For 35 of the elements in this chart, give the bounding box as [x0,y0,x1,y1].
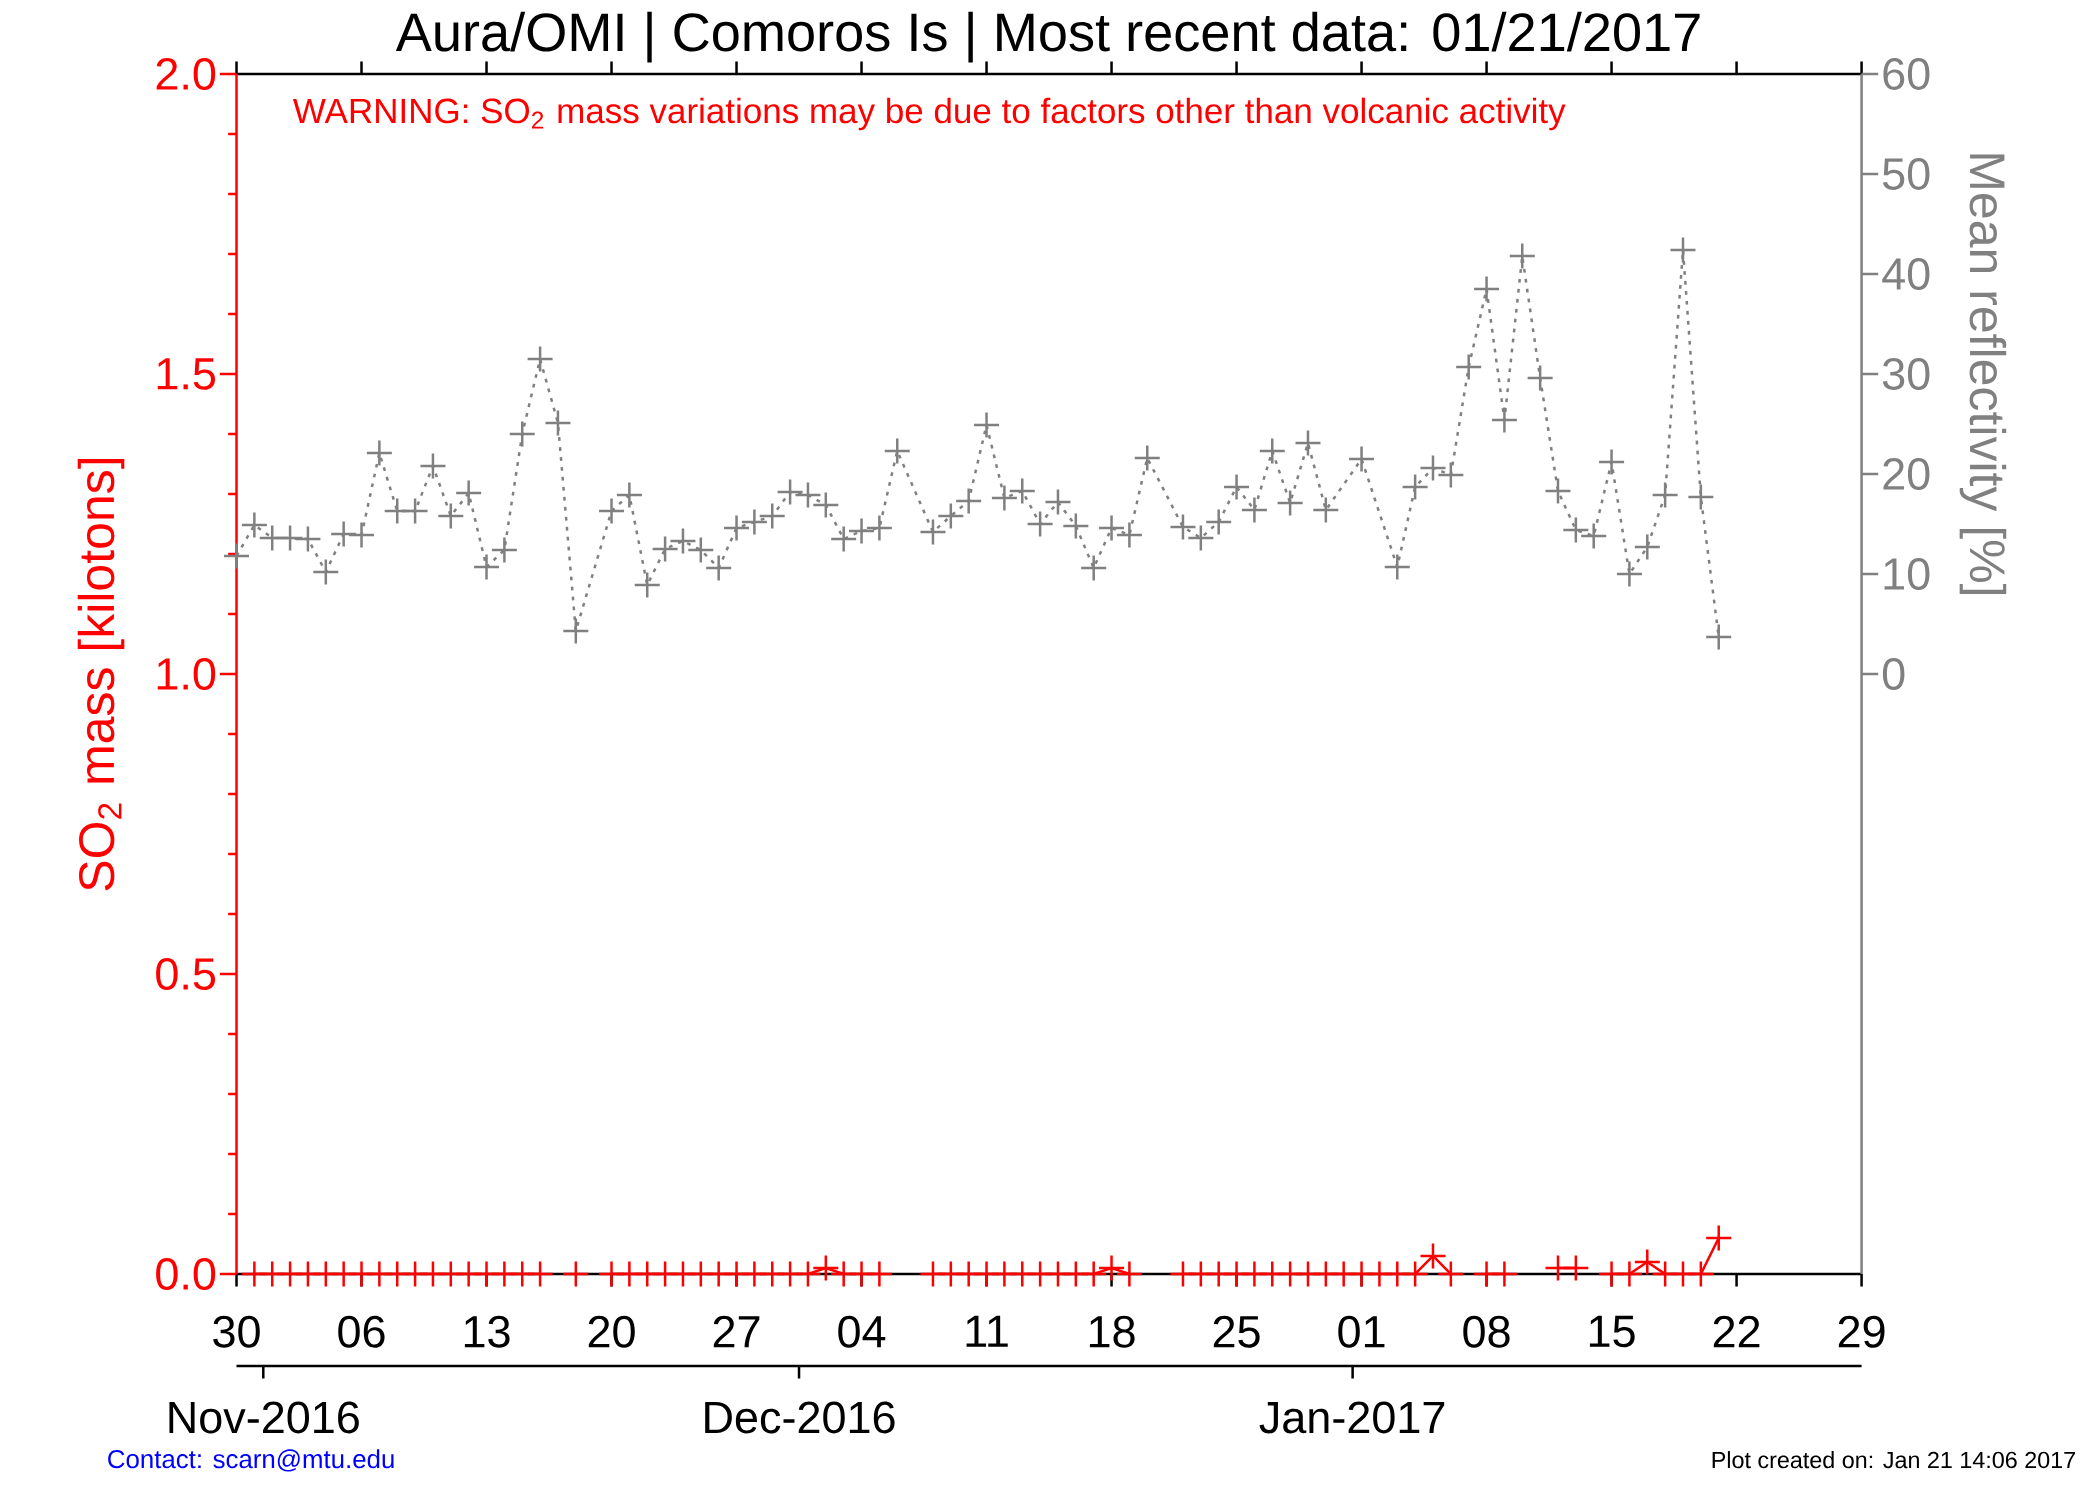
x-tick-label: 15 [1589,1315,1635,1348]
y2-tick-label: 40 [1882,258,1930,290]
x2-tick-label: Nov-2016 [169,1401,359,1434]
x-tick-label: 22 [1713,1315,1760,1348]
x2-tick-label: Jan-2017 [1259,1401,1445,1434]
y2-axis-title: Mean reflectivity [%] [1959,154,2007,595]
y-tick-label: 0.0 [156,1258,216,1290]
y-axis-title: SO$_{2}$ mass [kilotons] [77,458,125,891]
y-tick-label: 1.0 [157,658,216,690]
chart-title: Aura/OMI | Comoros Is | Most recent data: 01/21/2017 [395,11,1700,63]
x-tick-label: 27 [713,1315,760,1348]
y-tick-label: 0.5 [156,958,216,990]
x-tick-label: 01 [1338,1315,1385,1348]
y2-tick-label: 0 [1882,658,1905,690]
text: Contact: scarn@mtu.edu [108,1449,394,1472]
x-tick-label: 06 [338,1315,385,1348]
x-tick-label: 04 [838,1315,886,1348]
x-tick-label: 11 [966,1315,1008,1347]
y2-tick-label: 50 [1882,158,1930,190]
y-tick-label: 1.5 [157,358,216,390]
y2-tick-label: 30 [1882,358,1930,390]
x-tick-label: 30 [213,1315,260,1348]
x-tick-label: 13 [464,1315,510,1348]
x-tick-label: 29 [1838,1315,1885,1348]
x-tick-label: 20 [588,1315,635,1348]
y2-tick-label: 20 [1883,458,1930,490]
x-tick-label: 18 [1089,1315,1135,1348]
x-tick-label: 25 [1213,1315,1260,1348]
text: Plot created on: Jan 21 14:06 2017 [1712,1451,2075,1469]
x2-tick-label: Dec-2016 [705,1401,895,1434]
x-tick-label: 08 [1463,1315,1510,1348]
annotation: WARNING: SO$_{2}$ mass variations may be due to factors other than volcanic activity [292,97,1566,131]
y-tick-label: 2.0 [156,58,216,90]
y2-tick-label: 60 [1883,58,1930,90]
y2-tick-label: 10 [1884,558,1930,590]
